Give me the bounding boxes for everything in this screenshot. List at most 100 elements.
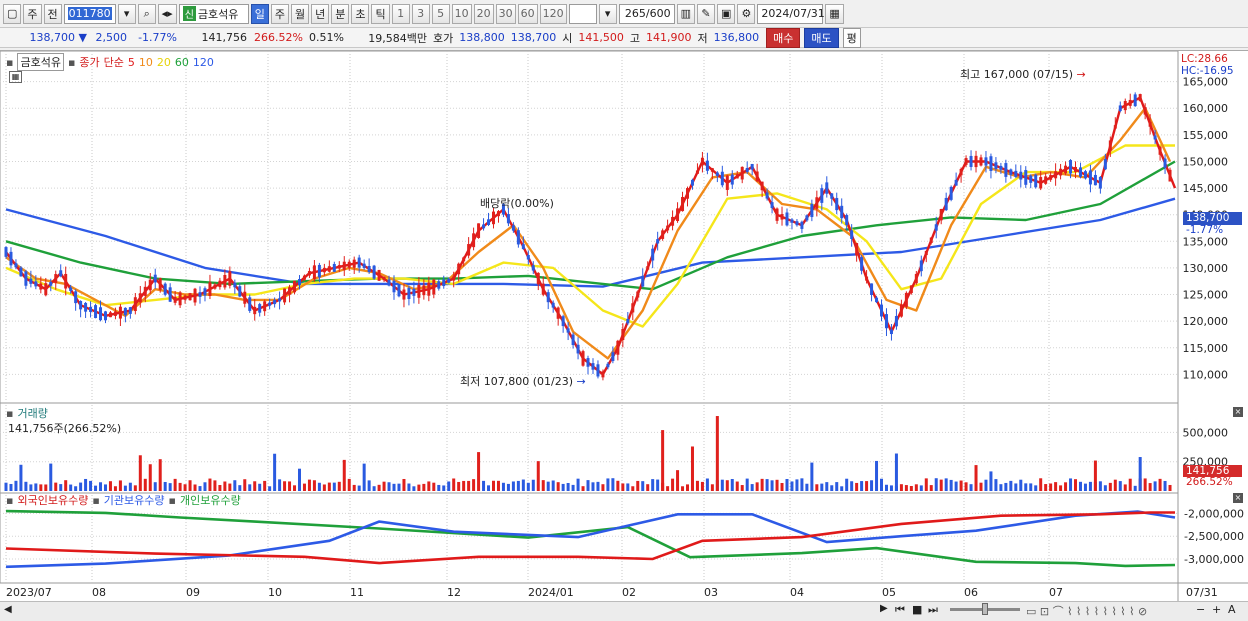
speaker-icon[interactable]: ◂▸	[157, 3, 177, 24]
zoom-out-icon[interactable]: −	[1196, 603, 1206, 616]
candle-body	[173, 296, 177, 303]
volume-bar	[521, 479, 525, 491]
volume-bar	[909, 486, 913, 491]
candle-body	[1024, 170, 1028, 185]
num-30[interactable]: 30	[495, 3, 516, 24]
date-tick-label: 08	[92, 586, 106, 599]
count-field[interactable]: 265/600	[618, 3, 675, 24]
candle-body	[1103, 158, 1107, 170]
volume-bar	[312, 480, 316, 491]
search-icon[interactable]: ⌕	[137, 3, 156, 24]
volume-bar	[1088, 481, 1092, 491]
volume-bar	[531, 479, 535, 491]
tab-year[interactable]: 년	[311, 3, 330, 24]
period-button[interactable]: 주	[23, 3, 42, 24]
buy-button[interactable]: 매수	[766, 27, 801, 48]
legend-ma20: 20	[156, 55, 171, 69]
chart-area[interactable]: 2023/07 08 09 10 11 12 2024/01 02 03 04 05 06 07 07/3…	[0, 50, 1248, 602]
draw-icon[interactable]: ✎	[696, 3, 715, 24]
tab-week[interactable]: 주	[270, 3, 289, 24]
tab-tick[interactable]: 틱	[371, 3, 390, 24]
volume-bar	[1108, 482, 1112, 491]
candle-body	[870, 283, 874, 295]
unit-input[interactable]	[568, 3, 597, 24]
num-60[interactable]: 60	[517, 3, 538, 24]
volume-bar	[1123, 484, 1127, 491]
holdings-close-icon[interactable]: ×	[1233, 493, 1243, 503]
tab-second[interactable]: 초	[351, 3, 370, 24]
eval-button[interactable]: 평	[842, 27, 861, 48]
bid-value: 138,700	[510, 31, 557, 44]
stock-name-field[interactable]: 신 금호석유	[178, 3, 249, 24]
ask-label: 호가	[433, 31, 454, 45]
stop-icon[interactable]: ■	[912, 603, 923, 616]
price-tick-label: 160,000	[1183, 102, 1229, 115]
code-input[interactable]: 011780	[63, 3, 116, 24]
volume-bar	[581, 486, 585, 491]
price-tick-label: 145,000	[1183, 182, 1229, 195]
calendar-icon[interactable]: ▦	[825, 3, 844, 24]
draw-tools-icons[interactable]: ▭ ⊡ ⌒ ⌇ ⌇ ⌇ ⌇ ⌇ ⌇ ⌇ ⌇ ⊘	[1026, 605, 1148, 618]
window-icon[interactable]: ▢	[3, 3, 22, 24]
unit-dropdown-icon[interactable]: ▾	[598, 3, 617, 24]
volume-bar	[198, 486, 202, 491]
num-120[interactable]: 120	[539, 3, 567, 24]
legend-ma5: 5	[127, 55, 135, 69]
forward-icon[interactable]: ⏭	[928, 603, 938, 616]
legend-stock-name[interactable]: 금호석유	[17, 53, 64, 71]
tab-day[interactable]: 일	[250, 3, 269, 24]
num-3[interactable]: 3	[411, 3, 430, 24]
change-value: 2,500	[95, 31, 128, 44]
volume-bar	[541, 480, 545, 491]
high-label: 고	[629, 31, 640, 45]
volume-value-label: 141,756주(266.52%)	[8, 422, 122, 435]
rewind-icon[interactable]: ⏮	[895, 603, 905, 616]
volume-bar	[825, 482, 829, 491]
scroll-right-icon[interactable]: ▶	[880, 603, 888, 614]
candle-body	[1064, 165, 1068, 174]
candle-body	[676, 208, 680, 222]
candle-body	[531, 265, 535, 271]
code-dropdown-icon[interactable]: ▾	[117, 3, 136, 24]
prev-button[interactable]: 전	[43, 3, 62, 24]
num-1[interactable]: 1	[391, 3, 410, 24]
price-tick-label: 135,000	[1183, 235, 1229, 248]
volume-close-icon[interactable]: ×	[1233, 407, 1243, 417]
volume-legend: ▪ 거래량	[6, 406, 48, 421]
candle-body	[889, 329, 893, 335]
volume-bar	[949, 479, 953, 491]
candle-body	[24, 271, 28, 286]
volume-bar	[188, 480, 192, 491]
scroll-left-icon[interactable]: ◀	[4, 604, 12, 615]
candle-body	[487, 219, 491, 225]
volume-bar	[576, 478, 580, 491]
volume-bar	[974, 465, 978, 491]
volume-bar	[984, 479, 988, 491]
candle-body	[382, 276, 386, 281]
stock-chart[interactable]: 2023/07 08 09 10 11 12 2024/01 02 03 04 05 06 07 07/3…	[0, 50, 1248, 603]
tab-minute[interactable]: 분	[331, 3, 350, 24]
volume-bar	[681, 486, 685, 491]
sell-button[interactable]: 매도	[804, 27, 839, 48]
num-5[interactable]: 5	[431, 3, 450, 24]
date-input[interactable]: 2024/07/31	[757, 3, 825, 24]
candle-body	[616, 340, 620, 355]
volume-spike	[690, 446, 694, 491]
gear-icon[interactable]: ⚙	[737, 3, 756, 24]
zoom-slider-handle[interactable]	[982, 603, 988, 615]
calc-icon[interactable]: ▦	[9, 71, 22, 83]
num-10[interactable]: 10	[451, 3, 472, 24]
zoom-in-icon[interactable]: +	[1212, 603, 1222, 616]
candle-body	[964, 158, 968, 165]
num-20[interactable]: 20	[473, 3, 494, 24]
tab-month[interactable]: 월	[290, 3, 310, 24]
volume-bar	[924, 478, 928, 491]
candle-body	[1049, 175, 1053, 180]
volume-bar	[556, 482, 560, 491]
candle-body	[651, 248, 655, 261]
chart-tools-icon[interactable]: ▥	[676, 3, 695, 24]
volume-bar	[835, 482, 839, 491]
candle-body	[596, 364, 600, 377]
font-size-icon[interactable]: A	[1228, 603, 1236, 616]
save-icon[interactable]: ▣	[716, 3, 736, 24]
